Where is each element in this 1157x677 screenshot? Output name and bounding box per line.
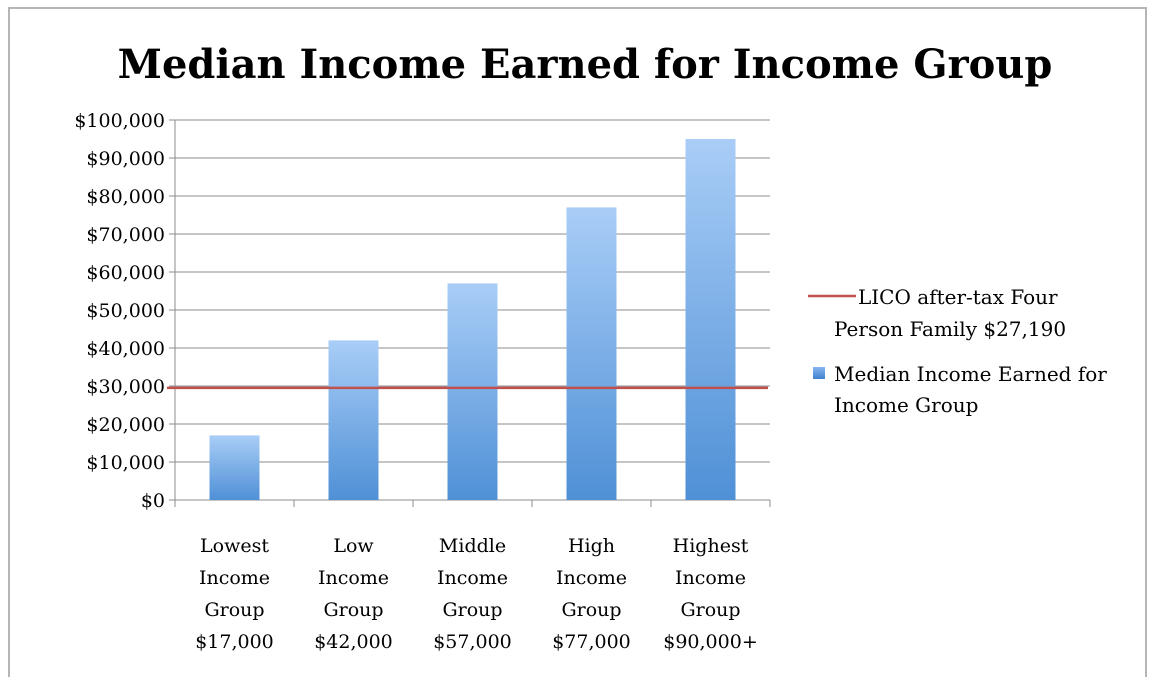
legend-label: Person Family $27,190 bbox=[834, 317, 1066, 341]
x-tick-label: Group bbox=[561, 599, 621, 621]
legend-label: Income Group bbox=[834, 393, 978, 417]
y-tick-label: $80,000 bbox=[86, 186, 165, 208]
x-tick-label: Income bbox=[556, 567, 627, 589]
bar bbox=[566, 207, 617, 500]
y-tick-label: $90,000 bbox=[86, 148, 165, 170]
x-tick-labels: Lowest Income Group $17,000 Low Income Group $4… bbox=[195, 535, 758, 653]
x-tick-label: Group bbox=[442, 599, 502, 621]
y-tick-label: $0 bbox=[141, 490, 165, 512]
y-tick-label: $20,000 bbox=[86, 414, 165, 436]
x-tick-label: High bbox=[568, 535, 615, 557]
x-tick-label: Income bbox=[318, 567, 389, 589]
x-tick-label: Income bbox=[199, 567, 270, 589]
legend-square-marker bbox=[813, 367, 825, 379]
bar bbox=[685, 139, 736, 500]
x-tick-label: $57,000 bbox=[433, 631, 512, 653]
y-tick-label: $70,000 bbox=[86, 224, 165, 246]
bar bbox=[447, 283, 498, 500]
legend-label: LICO after-tax Four bbox=[858, 285, 1058, 309]
x-tick-label: $17,000 bbox=[195, 631, 274, 653]
y-tick-label: $50,000 bbox=[86, 300, 165, 322]
x-tick-label: Low bbox=[333, 535, 374, 557]
y-tick-label: $100,000 bbox=[74, 110, 165, 132]
x-tick-label: Group bbox=[680, 599, 740, 621]
x-tick-label: $42,000 bbox=[314, 631, 393, 653]
bar bbox=[328, 340, 379, 500]
y-tick-labels: $0 $10,000 $20,000 $30,000 $40,000 $50,000 $60… bbox=[74, 110, 165, 512]
x-tick-label: Group bbox=[204, 599, 264, 621]
x-tick-label: Income bbox=[437, 567, 508, 589]
x-tick-label: Group bbox=[323, 599, 383, 621]
x-tick-label: Highest bbox=[673, 535, 749, 557]
y-tick-label: $60,000 bbox=[86, 262, 165, 284]
x-tick-label: Lowest bbox=[200, 535, 269, 557]
x-tick-label: $90,000+ bbox=[663, 631, 758, 653]
chart-title: Median Income Earned for Income Group bbox=[118, 41, 1053, 88]
y-tick-label: $40,000 bbox=[86, 338, 165, 360]
legend: LICO after-tax Four Person Family $27,190… bbox=[808, 285, 1107, 417]
legend-label: Median Income Earned for bbox=[834, 362, 1107, 386]
y-tick-label: $10,000 bbox=[86, 452, 165, 474]
x-tick-label: Income bbox=[675, 567, 746, 589]
bar bbox=[209, 435, 260, 500]
bars bbox=[209, 139, 736, 500]
x-tick-label: Middle bbox=[439, 535, 506, 557]
y-tick-label: $30,000 bbox=[86, 376, 165, 398]
x-tick-label: $77,000 bbox=[552, 631, 631, 653]
